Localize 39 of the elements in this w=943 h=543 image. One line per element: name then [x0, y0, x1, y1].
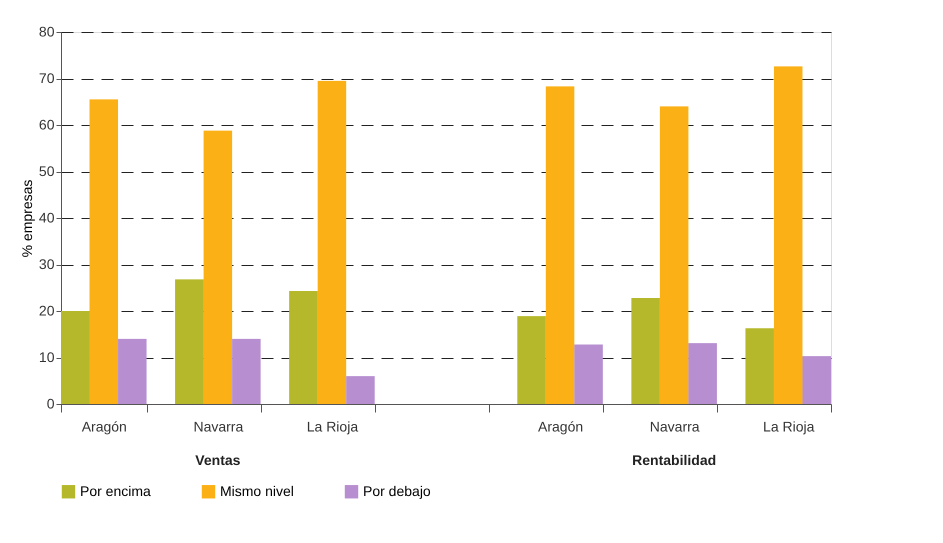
- bar: [802, 356, 831, 404]
- x-tick-label: Aragón: [82, 418, 127, 434]
- y-axis-title: % empresas: [18, 180, 35, 258]
- bar: [774, 66, 802, 404]
- y-tick-label: 10: [38, 349, 55, 365]
- y-tick-label: 60: [38, 116, 55, 132]
- bar: [90, 99, 118, 404]
- bar: [745, 328, 774, 404]
- x-tick-label: La Rioja: [306, 418, 358, 434]
- y-tick-label: 20: [38, 302, 55, 318]
- bar: [517, 316, 546, 404]
- y-tick-label: 40: [38, 210, 55, 226]
- text: Ventas: [195, 452, 241, 468]
- legend-label: Por debajo: [363, 482, 431, 499]
- bar: [175, 279, 204, 404]
- legend-label: Mismo nivel: [220, 482, 294, 499]
- bar: [318, 80, 346, 404]
- y-tick-label: 0: [46, 396, 55, 412]
- x-tick-label: Navarra: [650, 418, 700, 434]
- bar: [118, 338, 147, 404]
- x-tick-label: La Rioja: [763, 418, 815, 434]
- text: Rentabilidad: [632, 452, 716, 468]
- bar: [546, 86, 574, 404]
- y-tick-label: 30: [38, 256, 55, 272]
- y-tick-label: 70: [38, 70, 55, 86]
- bar: [61, 311, 90, 404]
- bar: [289, 291, 318, 404]
- bar: [574, 344, 603, 404]
- bar: [204, 130, 232, 404]
- x-tick-label: Navarra: [193, 418, 244, 434]
- bar: [660, 106, 688, 404]
- bar: [232, 338, 261, 404]
- bar: [346, 376, 375, 404]
- y-tick-label: 80: [38, 24, 55, 40]
- bar: [631, 298, 660, 404]
- y-tick-label: 50: [38, 163, 55, 179]
- legend-label: Por encima: [80, 482, 152, 499]
- bar: [688, 343, 717, 404]
- x-tick-label: Aragón: [538, 418, 584, 434]
